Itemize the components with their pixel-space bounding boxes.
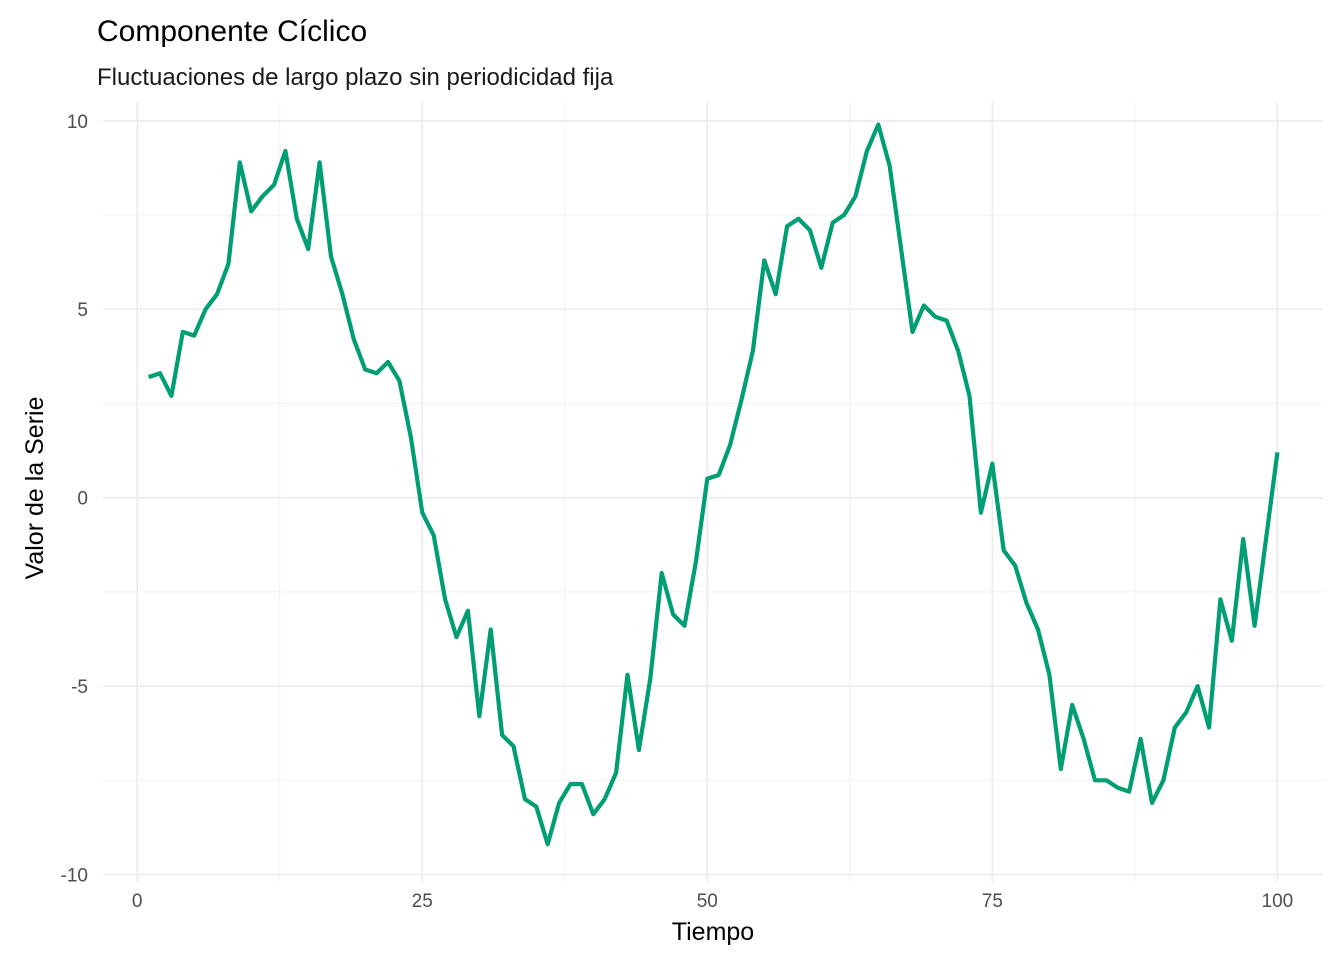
series-layer — [147, 122, 1280, 847]
x-tick-label: 0 — [132, 891, 143, 912]
x-tick-label: 75 — [982, 891, 1003, 912]
major-gridlines — [103, 102, 1323, 882]
y-tick-label: -5 — [71, 677, 88, 698]
chart-title: Componente Cíclico — [97, 15, 367, 48]
minor-gridlines — [103, 102, 1323, 882]
y-tick-label: 5 — [77, 300, 88, 321]
x-tick-label: 25 — [412, 891, 433, 912]
chart-subtitle: Fluctuaciones de largo plazo sin periodi… — [97, 64, 614, 91]
x-tick-label: 50 — [697, 891, 718, 912]
y-tick-label: 10 — [67, 112, 88, 133]
y-axis-title: Valor de la Serie — [21, 397, 49, 580]
x-axis-tick-labels: 0 25 50 75 100 — [132, 891, 1293, 912]
x-tick-label: 100 — [1262, 891, 1294, 912]
x-axis-title: Tiempo — [672, 918, 754, 946]
y-axis-tick-labels: -10 -5 0 5 10 — [61, 112, 88, 887]
series-line — [147, 122, 1280, 847]
y-tick-label: -10 — [61, 865, 88, 886]
y-tick-label: 0 — [77, 489, 88, 510]
